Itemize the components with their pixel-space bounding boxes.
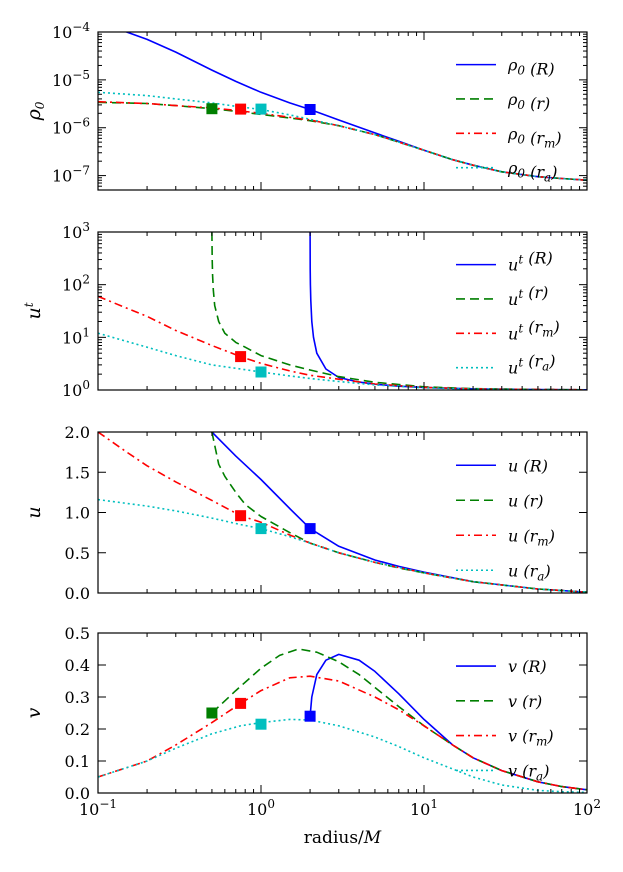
y-tick-label: 2.0	[65, 423, 90, 442]
y-tick-label: 0.5	[65, 624, 90, 643]
legend-label-r_m: ut (rm)	[508, 317, 560, 343]
panel-u: 0.0 0.5 1.0 1.5 2.0 u u (R) u (r) u (rm) u (ra)	[23, 423, 588, 603]
y-tick-label: 10−5	[52, 68, 90, 90]
marker-u-r_m	[235, 510, 247, 522]
y-tick-label: 0.0	[65, 784, 90, 803]
panel-v: 10−1 100 101 102radius/M0.00.10.20.30.40.5v…	[23, 624, 601, 848]
y-axis-label-v: v	[23, 707, 45, 718]
legend-label-R: u (R)	[508, 456, 548, 475]
legend-label-r: u (r)	[508, 491, 544, 510]
legend-label-r: v (r)	[508, 692, 542, 711]
y-axis-label-rho0: ρ0	[23, 101, 47, 121]
y-tick-label: 1.5	[65, 463, 90, 482]
series-group	[98, 432, 587, 593]
y-tick-label: 0.3	[65, 688, 90, 707]
series-group	[98, 232, 587, 390]
marker-v-r	[206, 707, 218, 719]
series-line-v-r_a	[98, 718, 587, 793]
series-group	[98, 648, 587, 793]
series-line-u-r_m	[98, 432, 587, 593]
series-line-u-r_a	[98, 498, 587, 593]
legend-label-r_a: ut (ra)	[508, 352, 556, 378]
legend: ρ0 (R) ρ0 (r) ρ0 (rm) ρ0 (ra)	[456, 56, 562, 185]
legend-label-R: v (R)	[508, 657, 547, 676]
marker-rho0-r_a	[255, 103, 267, 115]
y-tick-label: 10−6	[52, 116, 90, 138]
legend-label-r_m: ρ0 (rm)	[507, 124, 562, 150]
x-axis-label: radius/M	[304, 828, 382, 848]
marker-ut-r_m	[235, 351, 247, 363]
marker-ut-r_a	[255, 366, 267, 378]
series-line-rho0-r_m	[98, 100, 587, 181]
legend-label-R: ut (R)	[508, 249, 553, 275]
y-tick-label: 0.4	[65, 656, 90, 675]
legend: v (R) v (r) v (rm) v (ra)	[456, 657, 554, 783]
legend-label-r_m: u (rm)	[508, 526, 555, 548]
marker-rho0-r	[206, 103, 218, 115]
y-axis-label-u: u	[23, 506, 45, 518]
axes-frame	[97, 31, 588, 191]
y-tick-label: 10−7	[52, 164, 90, 186]
marker-rho0-r_m	[235, 103, 247, 115]
marker-v-r_m	[235, 697, 247, 709]
marker-rho0-R	[304, 104, 316, 115]
marker-v-r_a	[255, 718, 267, 730]
marker-u-r_a	[255, 523, 267, 535]
marker-u-R	[304, 523, 316, 535]
y-tick-label: 103	[62, 220, 90, 242]
legend-label-r_m: v (rm)	[508, 727, 554, 749]
x-tick-label: 100	[247, 797, 275, 819]
series-line-rho0-r	[98, 101, 587, 181]
y-tick-label: 100	[62, 378, 90, 400]
y-tick-label: 0.1	[65, 752, 90, 771]
legend-label-r_a: u (ra)	[508, 561, 551, 583]
y-axis-label-ut: ut	[22, 302, 45, 319]
y-tick-label: 0.5	[65, 544, 90, 563]
legend: u (R) u (r) u (rm) u (ra)	[456, 456, 555, 583]
y-tick-label: 102	[62, 273, 90, 295]
axes-frame	[97, 231, 588, 391]
y-tick-label: 10−4	[52, 20, 90, 42]
legend-label-r: ρ0 (r)	[507, 90, 550, 113]
y-tick-label: 101	[62, 325, 90, 347]
series-line-v-R	[309, 653, 587, 791]
series-group	[98, 32, 587, 181]
y-tick-label: 0.2	[65, 720, 90, 739]
panel-ut: 100 101 102 103 ut ut (R) ut (r) ut (rm) ut (ra)	[22, 220, 588, 400]
legend: ut (R) ut (r) ut (rm) ut (ra)	[456, 249, 560, 378]
y-tick-label: 0.0	[65, 584, 90, 603]
x-tick-label: 101	[410, 797, 438, 819]
legend-label-r_a: v (ra)	[508, 761, 549, 783]
y-tick-label: 1.0	[65, 504, 90, 523]
legend-label-R: ρ0 (R)	[507, 56, 555, 79]
axes-frame	[97, 632, 588, 794]
marker-v-R	[304, 710, 316, 722]
x-tick-label: 102	[573, 797, 601, 819]
legend-label-r_a: ρ0 (ra)	[507, 159, 557, 185]
legend-label-r: ut (r)	[508, 283, 548, 309]
series-line-ut-r_m	[98, 295, 587, 390]
